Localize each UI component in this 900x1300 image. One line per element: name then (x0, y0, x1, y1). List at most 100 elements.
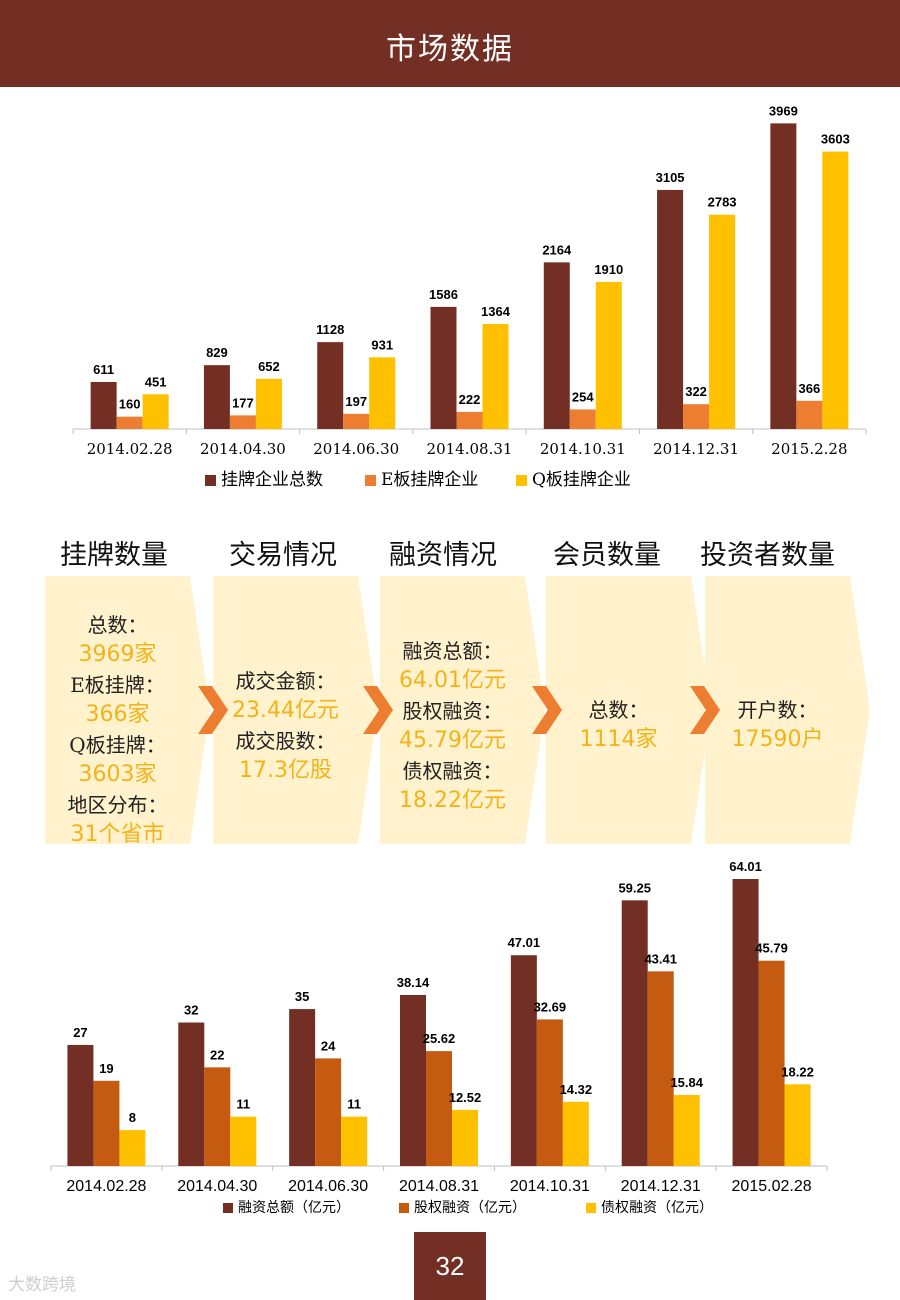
bar-2 (93, 1080, 120, 1166)
panel-line-value: 18.22亿元 (399, 788, 506, 813)
bar-3 (119, 1130, 146, 1166)
bar-3 (562, 1101, 589, 1166)
data-label: 2164 (542, 242, 572, 257)
data-label: 35 (295, 989, 309, 1004)
bar-2 (229, 415, 256, 429)
data-label: 322 (685, 384, 707, 399)
panel-line-label: 融资总额： (402, 639, 503, 663)
data-label: 18.22 (781, 1064, 814, 1079)
category-label: 2014.06.30 (288, 1178, 368, 1195)
data-label: 1586 (429, 287, 458, 302)
bar-2 (204, 1067, 231, 1166)
summary-panel: 融资总额： 64.01亿元 股权融资： 45.79亿元 债权融资： 18.22亿元 (380, 576, 545, 844)
summary-panel: 成交金额： 23.44亿元 成交股数： 17.3亿股 (213, 576, 378, 844)
panel-line-label: 债权融资： (402, 759, 503, 783)
panel-title: 投资者数量 (700, 540, 835, 571)
bar-3 (452, 1109, 478, 1166)
category-label: 2014.02.28 (87, 440, 173, 458)
bar-3 (595, 281, 622, 429)
bar-2 (343, 413, 370, 429)
data-label: 24 (321, 1038, 336, 1053)
panel-chevron-tip (691, 576, 711, 844)
data-label: 19 (99, 1061, 113, 1076)
legend-swatch (516, 475, 527, 486)
bar-3 (369, 357, 396, 429)
legend-label: 挂牌企业总数 (221, 470, 323, 490)
panel-body: 总数： 1114家 (546, 695, 691, 755)
category-label: 2014.08.31 (427, 440, 513, 458)
panel-line-value: 17590户 (731, 727, 824, 752)
category-label: 2014.02.28 (66, 1178, 146, 1195)
bar-3 (230, 1116, 257, 1166)
panel-title: 融资情况 (389, 540, 497, 571)
data-label: 14.32 (560, 1082, 593, 1097)
panel-chevron-tip (525, 576, 545, 844)
panel-title: 挂牌数量 (60, 540, 168, 571)
panel-line-label: 成交金额： (235, 669, 336, 693)
bar-1 (90, 381, 117, 429)
header-bar: 市场数据 (0, 0, 900, 87)
legend-swatch (586, 1203, 596, 1213)
data-label: 38.14 (397, 975, 430, 990)
category-label: 2014.12.31 (621, 1178, 701, 1195)
bar-2 (796, 400, 823, 429)
bar-1 (732, 879, 759, 1166)
category-label: 2014.04.30 (177, 1178, 257, 1195)
page-title: 市场数据 (386, 32, 514, 67)
category-label: 2014.10.31 (510, 1178, 590, 1195)
panel-line-value: 1114家 (579, 727, 658, 752)
bar-3 (822, 151, 849, 429)
data-label: 652 (258, 359, 280, 374)
panel-line-label: 地区分布： (67, 793, 168, 817)
summary-panel: 总数： 3969家 E板挂牌： 366家 Q板挂牌： 3603家 地区分布： 31个省市 (45, 576, 210, 847)
data-label: 1128 (316, 322, 344, 337)
data-label: 611 (93, 362, 114, 377)
category-label: 2015.2.28 (771, 440, 847, 458)
page-number-box: 32 (414, 1232, 486, 1300)
bar-2 (758, 960, 785, 1166)
data-label: 451 (145, 374, 167, 389)
legend-swatch (399, 1203, 409, 1213)
legend-label: 债权融资（亿元） (601, 1200, 713, 1216)
legend-swatch (223, 1203, 233, 1213)
bar-1 (67, 1044, 94, 1166)
data-label: 32 (184, 1003, 198, 1018)
legend-label: Q板挂牌企业 (532, 470, 631, 490)
chevron-right-icon (532, 686, 562, 734)
legend-label: 融资总额（亿元） (238, 1200, 350, 1216)
data-label: 27 (73, 1025, 87, 1040)
bar-1 (430, 306, 457, 429)
bar-3 (709, 214, 736, 429)
panel-line-value: 31个省市 (70, 822, 165, 847)
category-label: 2015.02.28 (732, 1178, 812, 1195)
bar-2 (456, 411, 483, 429)
bar-1 (510, 955, 537, 1166)
data-label: 22 (210, 1047, 224, 1062)
bar-2 (426, 1051, 452, 1166)
bar-1 (289, 1009, 316, 1166)
data-label: 45.79 (755, 941, 788, 956)
panel-body: 成交金额： 23.44亿元 成交股数： 17.3亿股 (213, 666, 358, 786)
panel-line-value: 3603家 (78, 762, 157, 787)
bar-3 (784, 1084, 811, 1166)
watermark: 大数跨境 (8, 1275, 76, 1295)
legend-label: E板挂牌企业 (381, 470, 478, 490)
data-label: 64.01 (729, 859, 762, 874)
data-label: 3969 (769, 103, 798, 118)
data-label: 15.84 (670, 1075, 703, 1090)
bar-1 (400, 994, 426, 1166)
panel-line-value: 45.79亿元 (399, 728, 506, 753)
panel-line-label: 总数： (588, 698, 649, 722)
panel-title: 会员数量 (553, 540, 661, 571)
panel-line-label: 总数： (87, 613, 148, 637)
bar-3 (482, 323, 509, 429)
bar-3 (673, 1094, 700, 1166)
data-label: 3105 (656, 170, 685, 185)
panel-line-value: 64.01亿元 (399, 668, 506, 693)
data-label: 43.41 (644, 951, 677, 966)
category-label: 2014.10.31 (540, 440, 626, 458)
panel-chevron-tip (358, 576, 378, 844)
bar-2 (315, 1058, 342, 1166)
panel-line-label: 成交股数： (235, 729, 336, 753)
data-label: 160 (119, 397, 141, 412)
